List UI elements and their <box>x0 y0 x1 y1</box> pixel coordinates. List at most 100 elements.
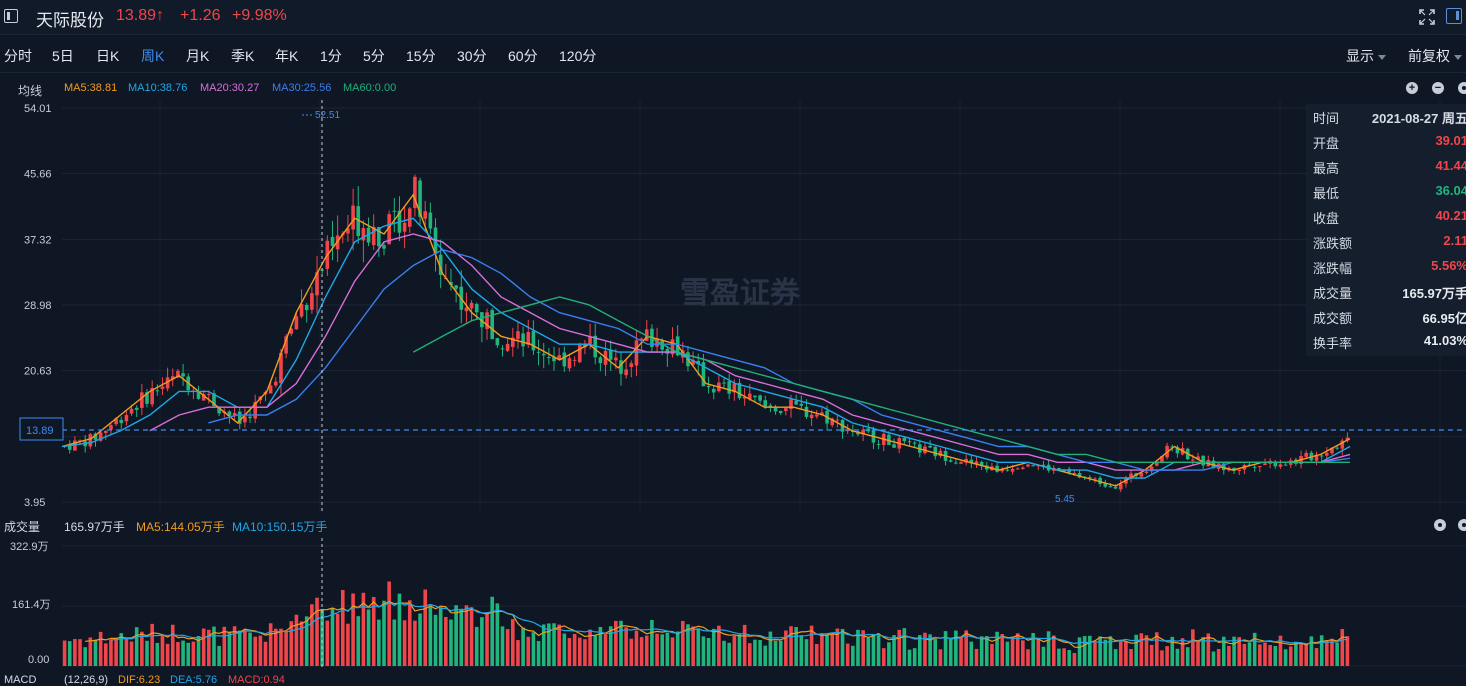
tab-5day[interactable]: 5日 <box>52 48 74 64</box>
volume-bar <box>1268 645 1272 666</box>
candle <box>526 332 531 345</box>
volume-bar <box>83 647 87 666</box>
candle <box>866 428 871 432</box>
gear-icon[interactable] <box>1458 519 1466 531</box>
candle <box>330 236 335 246</box>
volume-bar <box>1283 649 1288 666</box>
stock-name: 天际股份 <box>36 11 104 30</box>
candle <box>758 395 762 401</box>
info-row: 涨跌额 2.11 <box>1306 229 1466 254</box>
display-dropdown[interactable]: 显示 <box>1346 46 1386 66</box>
current-price-label: 13.89 <box>26 425 54 437</box>
volume-bar <box>459 608 464 666</box>
volume-bar <box>1088 635 1092 666</box>
volume-bar <box>382 600 386 666</box>
candle <box>1221 463 1226 471</box>
candle <box>1278 464 1283 467</box>
candle <box>799 403 804 406</box>
tab-timeshare[interactable]: 分时 <box>4 48 32 64</box>
volume-bar <box>1288 646 1293 666</box>
candle <box>124 414 129 422</box>
volume-bar <box>784 630 788 666</box>
candle <box>490 310 494 340</box>
volume-bar <box>727 642 731 666</box>
info-key: 涨跌额 <box>1313 236 1353 251</box>
gear-icon[interactable] <box>1434 519 1446 531</box>
volume-bar <box>1118 640 1123 666</box>
volume-bar <box>1026 649 1030 666</box>
volume-bar <box>145 640 149 666</box>
candle <box>134 407 139 410</box>
candle <box>747 393 752 400</box>
zoom-out-icon[interactable]: − <box>1432 82 1444 94</box>
candle <box>1283 464 1288 466</box>
info-value: 2021-08-27 周五 <box>1371 111 1466 126</box>
tab-monthly[interactable]: 月K <box>186 48 210 64</box>
candle <box>433 227 438 255</box>
candle <box>778 410 783 413</box>
candle <box>294 316 299 330</box>
info-value: 41.03% <box>1423 333 1466 348</box>
volume-bar <box>1139 633 1144 666</box>
fullscreen-icon[interactable] <box>1418 8 1436 26</box>
volume-bar <box>315 597 319 666</box>
volume-bar <box>170 624 175 666</box>
candle <box>552 357 556 362</box>
candle <box>237 411 242 424</box>
volume-bar <box>598 626 603 666</box>
tab-60min[interactable]: 60分 <box>508 48 538 64</box>
volume-chart[interactable]: 322.9万 161.4万 0.00 <box>0 538 1466 668</box>
volume-bar <box>964 630 968 666</box>
info-key: 收盘 <box>1313 211 1340 226</box>
candle <box>1160 456 1164 463</box>
volume-bar <box>933 639 938 666</box>
volume-bar <box>516 640 520 666</box>
volume-bar <box>1314 648 1319 666</box>
volume-bar <box>454 605 458 666</box>
tab-1min[interactable]: 1分 <box>320 48 342 64</box>
volume-bar <box>227 632 232 666</box>
volume-bar <box>397 593 402 666</box>
sidebar-toggle-icon[interactable] <box>4 9 18 23</box>
volume-bar <box>366 609 371 666</box>
volume-bar <box>407 600 412 666</box>
candle <box>1139 472 1144 477</box>
volume-bar <box>1062 648 1066 666</box>
tab-5min[interactable]: 5分 <box>363 48 385 64</box>
volume-bar <box>114 637 118 666</box>
volume-bar <box>88 637 93 666</box>
ma10-line <box>61 217 1351 479</box>
volume-bar <box>1041 646 1046 666</box>
volume-bar <box>191 641 196 666</box>
candle <box>1319 455 1324 457</box>
volume-bar <box>1185 647 1190 666</box>
tab-120min[interactable]: 120分 <box>559 48 597 64</box>
zoom-in-icon[interactable]: + <box>1406 82 1418 94</box>
volume-bar <box>1021 640 1025 666</box>
tab-quarterly[interactable]: 季K <box>231 48 255 64</box>
candle <box>804 406 809 417</box>
volume-bar <box>742 624 747 666</box>
candle <box>789 399 793 410</box>
tab-weekly[interactable]: 周K <box>141 48 165 64</box>
candle <box>660 340 665 350</box>
tab-yearly[interactable]: 年K <box>275 48 299 64</box>
candle <box>1335 447 1339 449</box>
volume-bar <box>1015 633 1020 666</box>
candle <box>201 394 206 401</box>
volume-bar <box>103 643 108 666</box>
volume-bar <box>696 628 701 666</box>
gear-icon[interactable] <box>1458 82 1466 94</box>
candle <box>722 382 726 384</box>
candle <box>629 363 634 368</box>
volume-bar <box>758 639 762 666</box>
tab-15min[interactable]: 15分 <box>406 48 436 64</box>
candle <box>531 331 536 351</box>
volume-bar <box>1237 637 1242 666</box>
tab-daily[interactable]: 日K <box>96 48 120 64</box>
candle <box>145 392 149 404</box>
tab-30min[interactable]: 30分 <box>457 48 487 64</box>
adjust-dropdown[interactable]: 前复权 <box>1408 46 1462 66</box>
panel-toggle-icon[interactable] <box>1446 8 1462 24</box>
